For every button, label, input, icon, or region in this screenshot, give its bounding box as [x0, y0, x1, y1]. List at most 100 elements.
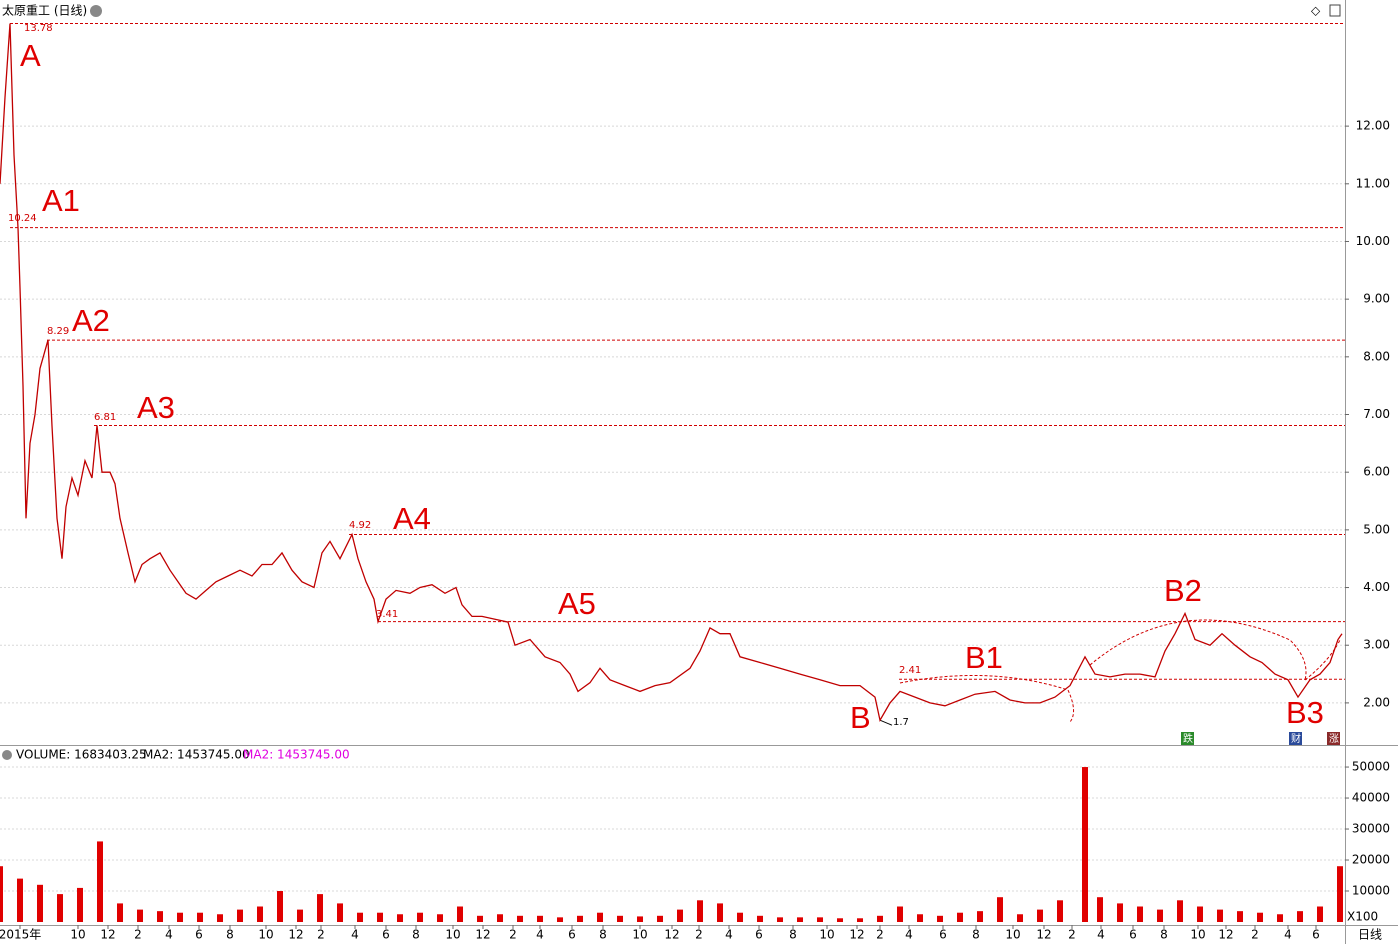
volume-bar — [517, 915, 523, 922]
window-icon[interactable] — [1329, 4, 1341, 17]
chart-title: 太原重工 (日线) — [2, 3, 87, 18]
x-tick-label: 2 — [509, 928, 517, 942]
x-tick-label: 12 — [100, 928, 115, 942]
x-tick-label: 10 — [445, 928, 460, 942]
y-tick-label: 2.00 — [1363, 695, 1390, 709]
volume-bar — [857, 918, 863, 922]
volume-bar — [0, 866, 3, 922]
x-tick-label: 2 — [134, 928, 142, 942]
volume-bar — [1017, 914, 1023, 922]
volume-bar — [1237, 911, 1243, 922]
volume-bar — [1317, 906, 1323, 922]
x-tick-label: 4 — [536, 928, 544, 942]
volume-bar — [777, 917, 783, 922]
x-tick-label: 2 — [876, 928, 884, 942]
x-tick-label: 4 — [1284, 928, 1292, 942]
x-tick-label: 10 — [819, 928, 834, 942]
badge-label: 跌 — [1183, 732, 1193, 745]
volume-bar — [897, 906, 903, 922]
volume-bar — [617, 915, 623, 922]
x-tick-label: 2 — [1251, 928, 1259, 942]
x-tick-label: 10 — [70, 928, 85, 942]
volume-bar — [1297, 911, 1303, 922]
badge-box — [1181, 732, 1194, 745]
level-value-label: 3.41 — [376, 609, 398, 620]
y-tick-label: 7.00 — [1363, 407, 1390, 421]
volume-bar — [677, 909, 683, 922]
level-value-label: 8.29 — [47, 326, 69, 337]
volume-bar — [877, 915, 883, 922]
badge-box — [1327, 732, 1340, 745]
volume-bar — [1117, 903, 1123, 922]
volume-bar — [1277, 914, 1283, 922]
level-name: B1 — [965, 640, 1003, 675]
volume-bar — [417, 912, 423, 922]
x-tick-label: 4 — [165, 928, 173, 942]
volume-bar — [357, 912, 363, 922]
annotation-name: B — [850, 700, 871, 735]
x-tick-label: 10 — [258, 928, 273, 942]
x-tick-label: 4 — [351, 928, 359, 942]
volume-bar — [157, 911, 163, 922]
period-label: 日线 — [1358, 928, 1382, 942]
annotation-name: B3 — [1286, 695, 1324, 730]
title-menu-icon[interactable] — [90, 5, 102, 17]
volume-bar — [217, 914, 223, 922]
x-tick-label: 10 — [1005, 928, 1020, 942]
volume-bar — [17, 878, 23, 922]
volume-bar — [117, 903, 123, 922]
level-value-label: 10.24 — [8, 213, 37, 224]
toggle-icon[interactable]: ◇ — [1311, 4, 1321, 18]
volume-bar — [1037, 909, 1043, 922]
volume-bar — [837, 918, 843, 922]
y-tick-label: 12.00 — [1356, 119, 1390, 133]
volume-bar — [757, 915, 763, 922]
volume-bar — [657, 915, 663, 922]
volume-bar — [917, 914, 923, 922]
x-tick-label: 4 — [905, 928, 913, 942]
volume-bar — [197, 912, 203, 922]
volume-bar — [257, 906, 263, 922]
x-tick-label: 4 — [1097, 928, 1105, 942]
x-tick-label: 8 — [972, 928, 980, 942]
y-tick-label: 30000 — [1352, 822, 1390, 836]
y-tick-label: 4.00 — [1363, 580, 1390, 594]
volume-bar — [437, 914, 443, 922]
x-tick-label: 8 — [599, 928, 607, 942]
volume-bar — [457, 906, 463, 922]
level-name: A4 — [393, 501, 431, 536]
volume-bar — [817, 917, 823, 922]
x-tick-label: 2 — [1068, 928, 1076, 942]
volume-bar — [577, 915, 583, 922]
level-value-label: 6.81 — [94, 412, 116, 423]
volume-menu-icon[interactable] — [2, 750, 12, 760]
level-value-label: 2.41 — [899, 665, 921, 676]
price-line — [0, 23, 1343, 722]
y-tick-label: 5.00 — [1363, 522, 1390, 536]
volume-bar — [237, 909, 243, 922]
volume-bar — [1157, 909, 1163, 922]
volume-label: VOLUME: 1683403.25 — [16, 748, 147, 762]
volume-bar — [1097, 897, 1103, 922]
y-tick-label: 9.00 — [1363, 292, 1390, 306]
volume-bar — [737, 912, 743, 922]
level-name: A2 — [72, 303, 110, 338]
x-tick-label: 12 — [475, 928, 490, 942]
annotation-value: 1.7 — [893, 717, 909, 728]
badge-box — [1289, 732, 1302, 745]
volume-bar — [797, 917, 803, 922]
y-tick-label: 10.00 — [1356, 234, 1390, 248]
x-tick-label: 12 — [1218, 928, 1233, 942]
y-tick-label: 40000 — [1352, 791, 1390, 805]
volume-bar — [1217, 909, 1223, 922]
volume-bar — [377, 912, 383, 922]
x-tick-label: 8 — [1160, 928, 1168, 942]
volume-bar — [957, 912, 963, 922]
ma-label-2: MA2: 1453745.00 — [243, 748, 350, 762]
x-tick-label: 8 — [789, 928, 797, 942]
volume-bar — [57, 894, 63, 922]
volume-bar — [637, 916, 643, 922]
y-tick-label: 6.00 — [1363, 465, 1390, 479]
volume-bar — [697, 900, 703, 922]
